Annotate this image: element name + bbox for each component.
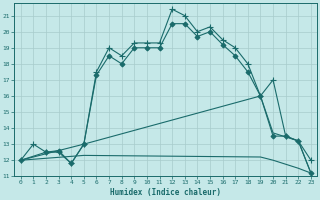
X-axis label: Humidex (Indice chaleur): Humidex (Indice chaleur) bbox=[110, 188, 221, 197]
